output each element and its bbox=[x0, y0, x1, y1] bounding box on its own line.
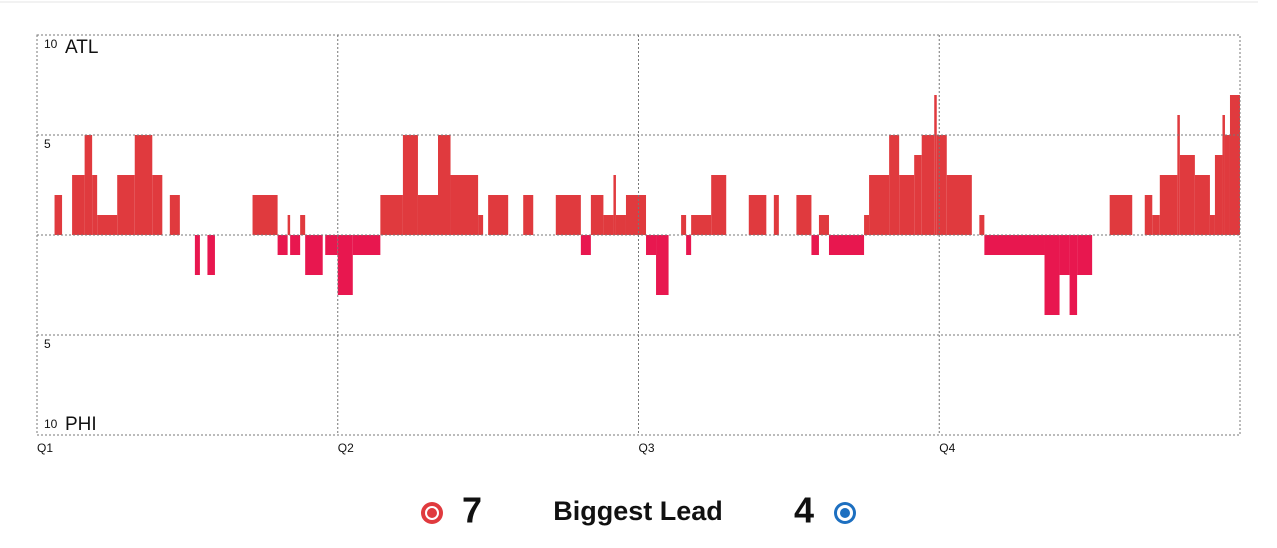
lead-bar bbox=[889, 135, 900, 235]
lead-bar bbox=[921, 135, 935, 235]
lead-bar bbox=[686, 235, 692, 255]
lead-bar bbox=[352, 235, 381, 255]
lead-bar bbox=[438, 135, 451, 235]
lead-bar bbox=[615, 215, 626, 235]
lead-bar bbox=[580, 235, 591, 255]
lead-bar bbox=[402, 135, 418, 235]
away-biggest-lead: 4 bbox=[794, 490, 814, 531]
lead-bar bbox=[869, 175, 890, 235]
lead-bar bbox=[946, 175, 972, 235]
summary-label: Biggest Lead bbox=[553, 496, 723, 526]
lead-bar bbox=[97, 215, 118, 235]
lead-bar bbox=[625, 195, 647, 235]
lead-bar bbox=[1152, 215, 1160, 235]
lead-bar bbox=[864, 215, 870, 235]
lead-bar bbox=[811, 235, 819, 255]
lead-bar bbox=[613, 175, 616, 235]
y-tick-label: 10 bbox=[44, 37, 58, 51]
lead-bar bbox=[914, 155, 922, 235]
lead-bar bbox=[450, 175, 479, 235]
lead-bar bbox=[54, 195, 63, 235]
lead-bar bbox=[656, 235, 669, 295]
lead-bar bbox=[1177, 115, 1180, 235]
lead-bar bbox=[277, 235, 288, 255]
lead-bar bbox=[380, 195, 403, 235]
lead-bar bbox=[1229, 95, 1240, 235]
lead-bar bbox=[979, 215, 985, 235]
lead-bar bbox=[252, 195, 278, 235]
lead-bar bbox=[337, 235, 353, 295]
lead-bar bbox=[117, 175, 135, 235]
lead-bar bbox=[290, 235, 301, 255]
lead-bar bbox=[1194, 175, 1210, 235]
home-biggest-lead: 7 bbox=[462, 490, 482, 531]
lead-bar bbox=[325, 235, 338, 255]
lead-bar bbox=[1209, 215, 1215, 235]
lead-bar bbox=[523, 195, 534, 235]
lead-bar bbox=[1214, 155, 1223, 235]
x-tick-label: Q2 bbox=[338, 441, 354, 455]
lead-bar bbox=[1069, 235, 1078, 315]
lead-bar bbox=[646, 235, 657, 255]
x-tick-label: Q4 bbox=[939, 441, 955, 455]
lead-bar bbox=[590, 195, 604, 235]
lead-bar bbox=[603, 215, 614, 235]
lead-bar bbox=[796, 195, 812, 235]
lead-bar bbox=[1144, 195, 1153, 235]
lead-bar bbox=[1179, 155, 1195, 235]
lead-bar bbox=[194, 235, 200, 275]
lead-bar bbox=[681, 215, 687, 235]
lead-bar bbox=[1059, 235, 1070, 275]
lead-bar bbox=[1159, 175, 1178, 235]
lead-bar bbox=[555, 195, 581, 235]
x-tick-label: Q3 bbox=[639, 441, 655, 455]
lead-bar bbox=[711, 175, 727, 235]
lead-bar bbox=[84, 135, 93, 235]
lead-bar bbox=[691, 215, 712, 235]
away-logo bbox=[834, 502, 856, 524]
team-label-bottom: PHI bbox=[65, 414, 97, 435]
y-tick-label: 5 bbox=[44, 137, 51, 151]
lead-bar bbox=[478, 215, 484, 235]
x-tick-label: Q1 bbox=[37, 441, 53, 455]
lead-bar bbox=[899, 175, 915, 235]
team-label-top: ATL bbox=[65, 37, 98, 58]
lead-bar bbox=[152, 175, 163, 235]
lead-bar bbox=[934, 95, 937, 235]
home-logo bbox=[421, 502, 443, 524]
lead-bar bbox=[1224, 135, 1230, 235]
lead-bar bbox=[1109, 195, 1133, 235]
lead-bar bbox=[287, 215, 291, 235]
lead-bar bbox=[748, 195, 767, 235]
lead-bar bbox=[72, 175, 85, 235]
lead-bar bbox=[818, 215, 829, 235]
lead-bar bbox=[300, 215, 306, 235]
lead-bar bbox=[417, 195, 438, 235]
lead-bar bbox=[207, 235, 215, 275]
lead-bar bbox=[169, 195, 180, 235]
lead-bar bbox=[1077, 235, 1093, 275]
y-tick-label: 5 bbox=[44, 337, 51, 351]
lead-bar bbox=[92, 175, 98, 235]
lead-bar bbox=[773, 195, 779, 235]
lead-bar bbox=[305, 235, 323, 275]
lead-bar bbox=[134, 135, 153, 235]
lead-bar bbox=[828, 235, 865, 255]
lead-bar bbox=[1044, 235, 1060, 315]
lead-bar bbox=[1222, 115, 1225, 235]
y-tick-label: 10 bbox=[44, 417, 58, 431]
lead-bar bbox=[936, 135, 947, 235]
lead-bar bbox=[984, 235, 1045, 255]
lead-bar bbox=[488, 195, 509, 235]
